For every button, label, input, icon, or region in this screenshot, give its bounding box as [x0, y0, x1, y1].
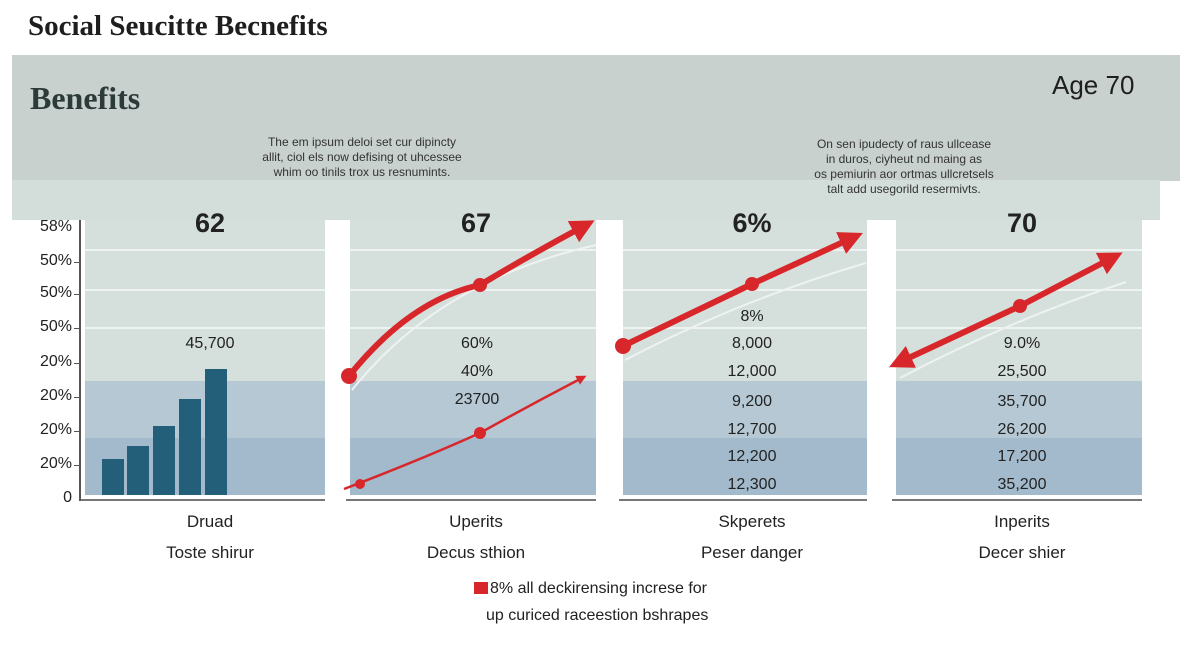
gridline: [896, 327, 1142, 329]
desc-line: On sen ipudecty of raus ullcease: [816, 137, 992, 151]
y-tick-label: 20%: [39, 387, 72, 404]
panel-heading: 67: [460, 208, 492, 238]
value-label: 12,700: [727, 421, 777, 438]
y-axis-line: [79, 220, 81, 501]
band: [350, 438, 596, 495]
value-label: 12,000: [727, 363, 777, 380]
y-tick-mark: [74, 294, 80, 295]
value-label: 23700: [454, 391, 500, 408]
value-label: 35,200: [997, 476, 1047, 493]
value-label: 12,300: [727, 476, 777, 493]
desc-line: talt add usegorild resermivts.: [827, 182, 981, 196]
bar: [205, 368, 227, 495]
description-right: On sen ipudecty of raus ullcease in duro…: [744, 137, 1064, 197]
band: [623, 381, 867, 438]
panel-sublabel: Peser danger: [700, 543, 804, 562]
value-label: 40%: [460, 363, 494, 380]
panel-sublabel: Decus sthion: [426, 543, 526, 562]
value-label: 8,000: [731, 335, 773, 352]
y-tick-mark: [74, 363, 80, 364]
gridline: [85, 249, 325, 251]
legend-line-2: up curiced raceestion bshrapes: [486, 607, 709, 624]
chart-panel: [350, 220, 596, 495]
desc-line: whim oo tinils trox us resnumints.: [273, 165, 451, 179]
value-label: 26,200: [997, 421, 1047, 438]
y-tick-label: 0: [63, 489, 72, 506]
panel-heading: 6%: [732, 208, 772, 238]
band: [896, 381, 1142, 438]
x-axis-line: [892, 499, 1142, 501]
gridline: [623, 249, 867, 251]
y-tick-label: 20%: [39, 455, 72, 472]
x-axis-line: [346, 499, 596, 501]
band: [896, 438, 1142, 495]
value-label: 8%: [740, 308, 764, 325]
x-axis-line: [619, 499, 867, 501]
value-label: 25,500: [997, 363, 1047, 380]
value-label: 17,200: [997, 448, 1047, 465]
gridline: [350, 249, 596, 251]
y-tick-mark: [74, 465, 80, 466]
age-label: Age 70: [1052, 70, 1135, 100]
panel-sublabel: Toste shirur: [166, 543, 254, 562]
gridline: [623, 327, 867, 329]
bar: [179, 398, 201, 495]
gridline: [896, 249, 1142, 251]
value-label: 9.0%: [1003, 335, 1041, 352]
section-heading: Benefits: [30, 80, 141, 116]
value-label: 60%: [460, 335, 494, 352]
y-tick-mark: [74, 431, 80, 432]
panel-sublabel: Decer shier: [978, 543, 1066, 562]
x-axis-line: [81, 499, 325, 501]
header-band: [12, 55, 1180, 181]
bar-value-label: 45,700: [185, 335, 235, 352]
y-tick-label: 50%: [39, 252, 72, 269]
description-left: The em ipsum deloi set cur dipincty alli…: [202, 135, 522, 180]
y-tick-label: 20%: [39, 353, 72, 370]
y-tick-label: 20%: [39, 421, 72, 438]
panel-heading: 70: [1006, 208, 1038, 238]
desc-line: os pemiurin aor ortmas ullcretsels: [814, 167, 994, 181]
bar: [127, 445, 149, 495]
desc-line: allit, ciol els now defising ot uhcessee: [262, 150, 462, 164]
bar: [102, 459, 124, 495]
y-tick-mark: [74, 262, 80, 263]
y-tick-mark: [74, 397, 80, 398]
page-title: Social Seucitte Becnefits: [28, 10, 328, 42]
value-label: 35,700: [997, 393, 1047, 410]
y-tick-mark: [74, 328, 80, 329]
y-tick-label: 50%: [39, 318, 72, 335]
desc-line: in duros, ciyheut nd maing as: [825, 152, 983, 166]
desc-line: The em ipsum deloi set cur dipincty: [267, 135, 457, 149]
panel-heading: 62: [194, 208, 226, 238]
gridline: [85, 289, 325, 291]
panel-label: Uperits: [449, 512, 503, 531]
legend-swatch: [474, 582, 488, 594]
y-tick-label: 50%: [39, 284, 72, 301]
legend-line-1: 8% all deckirensing increse for: [490, 580, 707, 597]
band: [623, 438, 867, 495]
panel-label: Inperits: [994, 512, 1050, 531]
bar: [153, 426, 175, 495]
y-tick-label: 58%: [39, 218, 72, 235]
gridline: [350, 327, 596, 329]
value-label: 12,200: [727, 448, 777, 465]
gridline: [85, 327, 325, 329]
gridline: [350, 289, 596, 291]
gridline: [896, 289, 1142, 291]
gridline: [623, 289, 867, 291]
band: [350, 381, 596, 438]
panel-label: Druad: [186, 512, 234, 531]
value-label: 9,200: [731, 393, 773, 410]
header-band-lower: [12, 180, 1160, 220]
panel-label: Skperets: [718, 512, 786, 531]
